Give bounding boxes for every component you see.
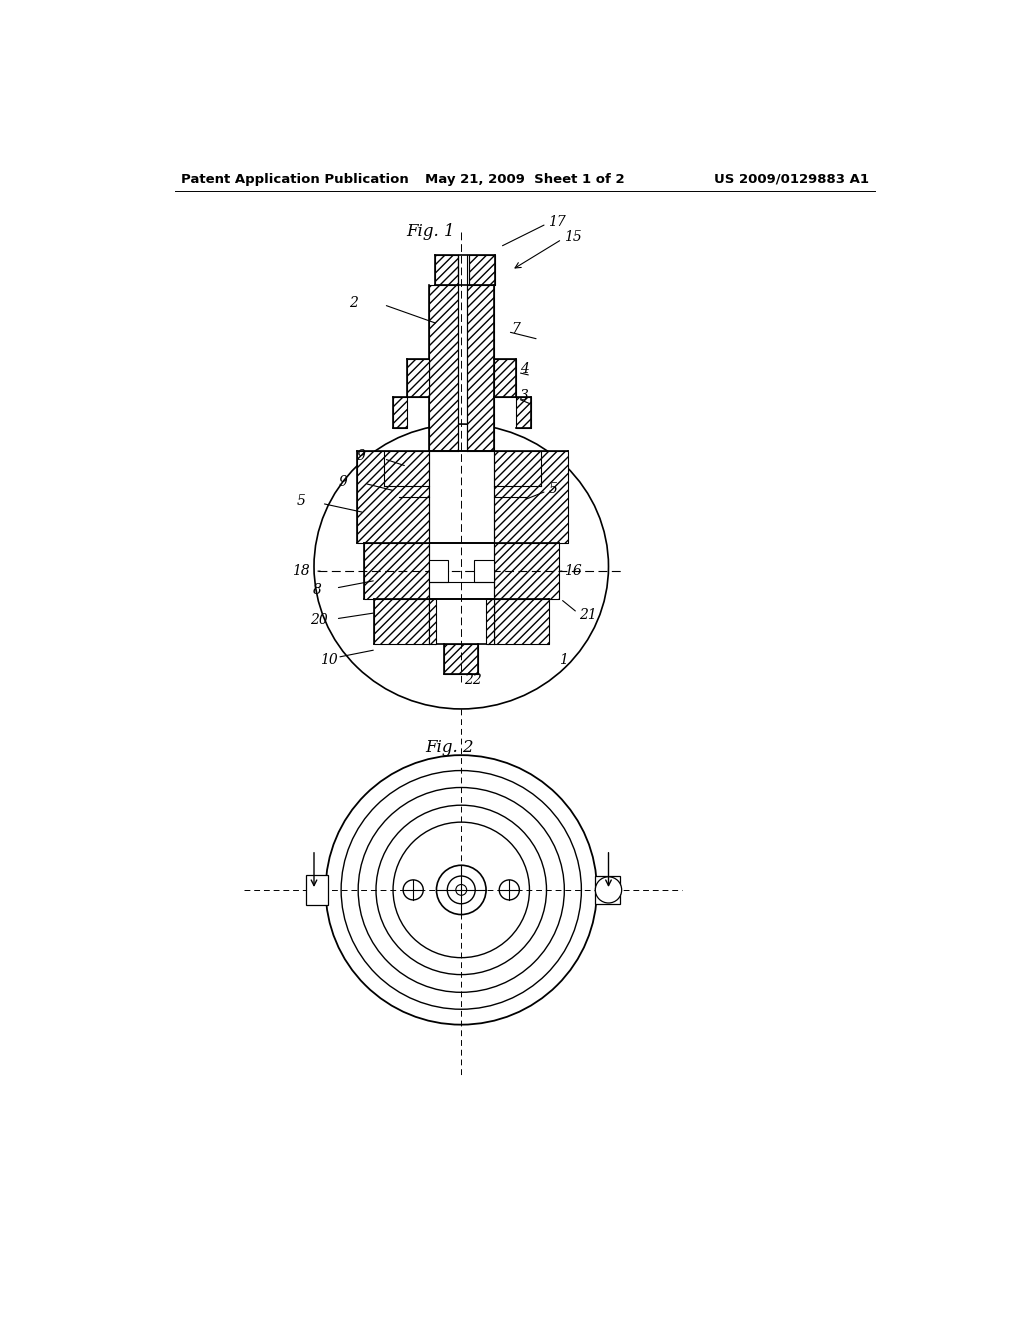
Bar: [429, 599, 436, 644]
Bar: [365, 544, 429, 599]
Bar: [393, 397, 407, 428]
Bar: [494, 359, 515, 397]
Bar: [435, 255, 458, 285]
Bar: [375, 599, 429, 644]
Bar: [494, 451, 568, 544]
Text: Fig. 1: Fig. 1: [406, 223, 455, 240]
Text: 3: 3: [519, 388, 528, 403]
Ellipse shape: [456, 884, 467, 895]
Text: 20: 20: [310, 614, 328, 627]
Bar: [429, 561, 449, 582]
Bar: [494, 599, 549, 644]
Text: US 2009/0129883 A1: US 2009/0129883 A1: [714, 173, 869, 186]
Text: 7: 7: [511, 322, 520, 337]
Text: 22: 22: [464, 673, 481, 686]
Bar: [407, 359, 429, 397]
Text: 5: 5: [297, 494, 306, 508]
Text: 8: 8: [312, 582, 322, 597]
Ellipse shape: [436, 866, 486, 915]
Ellipse shape: [500, 880, 519, 900]
Bar: [356, 451, 429, 544]
Bar: [474, 561, 494, 582]
Bar: [469, 255, 496, 285]
Text: 16: 16: [563, 564, 582, 578]
Text: Fig. 2: Fig. 2: [425, 739, 474, 756]
Text: 2: 2: [349, 296, 357, 310]
Text: 15: 15: [564, 230, 582, 244]
Text: 4: 4: [520, 363, 529, 376]
Text: 18: 18: [292, 564, 310, 578]
Text: 1: 1: [559, 653, 567, 668]
Bar: [494, 544, 559, 599]
Bar: [515, 397, 531, 428]
Bar: [429, 285, 458, 451]
Bar: [306, 875, 328, 906]
Ellipse shape: [595, 876, 622, 903]
Text: May 21, 2009  Sheet 1 of 2: May 21, 2009 Sheet 1 of 2: [425, 173, 625, 186]
Bar: [595, 876, 621, 904]
Bar: [486, 599, 494, 644]
Text: 21: 21: [579, 609, 597, 622]
Bar: [444, 644, 478, 675]
Text: 17: 17: [548, 215, 566, 228]
Text: 5: 5: [549, 482, 558, 496]
Ellipse shape: [403, 880, 423, 900]
Ellipse shape: [447, 876, 475, 904]
Text: 9: 9: [339, 475, 348, 488]
Text: Patent Application Publication: Patent Application Publication: [180, 173, 409, 186]
Bar: [467, 285, 494, 451]
Text: 10: 10: [321, 653, 338, 668]
Text: 9: 9: [356, 449, 366, 463]
